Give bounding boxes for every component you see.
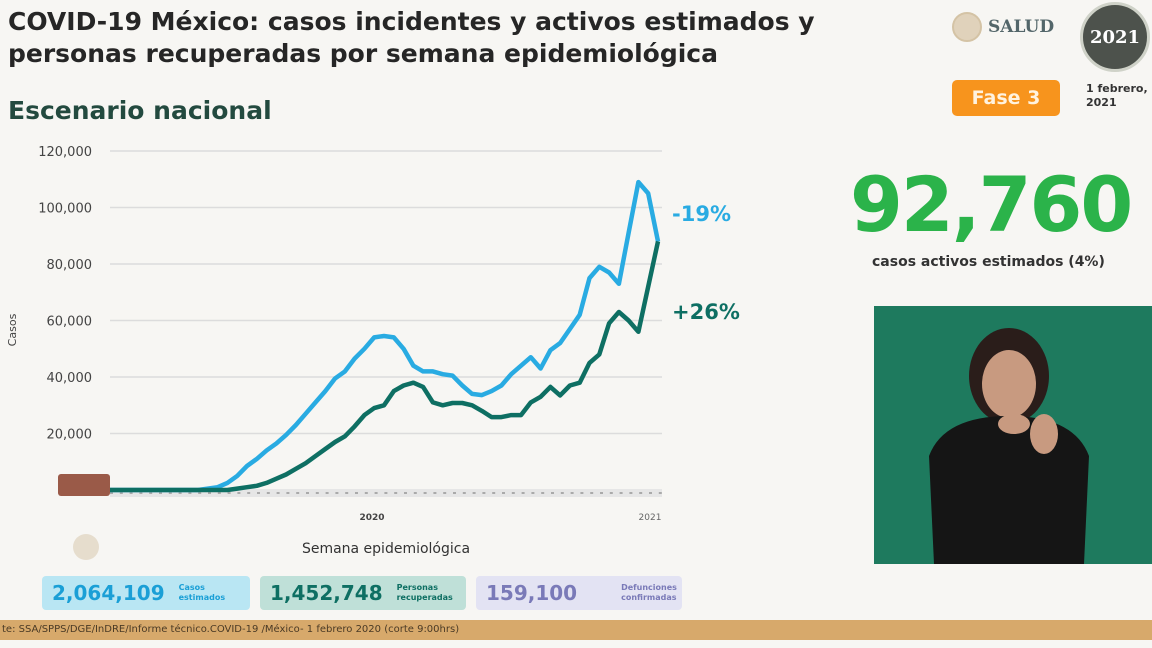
x-tick	[580, 492, 584, 494]
series-line-2	[110, 240, 661, 493]
x-tick	[560, 492, 564, 494]
x-tick	[149, 492, 153, 494]
x-tick	[276, 492, 280, 494]
x-tick	[541, 492, 545, 494]
x-tick	[521, 492, 525, 494]
stat-label: Casos estimados	[178, 583, 226, 602]
x-tick	[658, 492, 662, 494]
x-tick	[443, 492, 447, 494]
x-tick	[325, 492, 329, 494]
series-1-change-label: -19%	[672, 202, 731, 226]
stat-estimated-cases: 2,064,109 Casos estimados	[42, 576, 250, 610]
x-tick	[453, 492, 456, 494]
x-tick	[247, 492, 251, 494]
series-line-1	[110, 179, 661, 493]
x-tick	[462, 492, 466, 494]
x-tick	[384, 492, 388, 494]
x-tick	[531, 492, 535, 494]
x-tick	[639, 492, 643, 494]
x-tick	[345, 492, 349, 494]
x-tick	[364, 492, 368, 494]
x-tick	[296, 492, 300, 494]
report-date: 1 febrero, 2021	[1086, 82, 1148, 109]
x-tick	[119, 492, 123, 494]
y-tick-label: 120,000	[38, 145, 92, 160]
x-tick	[237, 492, 241, 494]
x-tick	[266, 492, 270, 494]
x-tick	[600, 492, 603, 494]
x-tick	[178, 492, 182, 494]
x-tick	[306, 492, 309, 494]
stat-value: 2,064,109	[52, 581, 165, 605]
x-tick	[413, 492, 417, 494]
x-tick	[433, 492, 437, 494]
illustration-icon	[58, 474, 110, 496]
x-tick	[394, 492, 398, 494]
seal-icon	[952, 12, 982, 42]
y-tick-label: 80,000	[47, 258, 93, 273]
interpreter-figure	[929, 328, 1089, 564]
slide-title: COVID-19 México: casos incidentes y acti…	[8, 7, 815, 68]
x-tick	[159, 492, 162, 494]
x-tick	[423, 492, 427, 494]
x-tick	[551, 492, 554, 494]
x-tick	[335, 492, 339, 494]
slide-subtitle: Escenario nacional	[8, 96, 272, 125]
x-tick	[286, 492, 290, 494]
x-tick	[472, 492, 476, 494]
cases-line-chart: 20,000 40,000 60,000 80,000 100,000 120,000 Ca…	[6, 145, 662, 560]
seal-icon	[73, 534, 99, 560]
x-tick	[198, 492, 202, 494]
y-axis-label: Casos	[6, 313, 19, 346]
source-footer: te: SSA/SPPS/DGE/InDRE/Informe técnico.C…	[0, 620, 1152, 640]
stat-deaths: 159,100 Defunciones confirmadas	[476, 576, 682, 610]
y-tick-label: 100,000	[38, 202, 92, 217]
x-year-label: 2020	[359, 513, 384, 523]
y-tick-label: 40,000	[47, 371, 93, 386]
x-year-label: 2021	[639, 513, 662, 523]
x-tick	[355, 492, 358, 494]
phase-badge: Fase 3	[952, 80, 1060, 116]
x-tick	[227, 492, 231, 494]
x-tick	[315, 492, 319, 494]
stat-label: Personas recuperadas	[396, 583, 453, 602]
x-tick	[482, 492, 486, 494]
x-tick	[404, 492, 407, 494]
x-tick	[609, 492, 613, 494]
x-tick	[492, 492, 496, 494]
y-tick-label: 20,000	[47, 428, 93, 443]
x-tick	[590, 492, 594, 494]
sign-language-interpreter-video	[874, 306, 1152, 564]
x-tick	[257, 492, 260, 494]
x-tick	[629, 492, 633, 494]
x-tick	[619, 492, 623, 494]
x-tick	[374, 492, 378, 494]
x-tick	[208, 492, 211, 494]
x-tick	[502, 492, 505, 494]
x-tick	[139, 492, 143, 494]
active-cases-value: 92,760	[850, 160, 1133, 249]
series-2-change-label: +26%	[672, 300, 740, 324]
x-tick	[188, 492, 192, 494]
salud-logo-text: SALUD	[988, 17, 1055, 37]
salud-logo: SALUD	[952, 12, 1054, 42]
year-2021-logo: 2021	[1080, 2, 1150, 72]
stat-recovered: 1,452,748 Personas recuperadas	[260, 576, 466, 610]
stat-value: 159,100	[486, 581, 578, 605]
x-tick	[217, 492, 221, 494]
x-tick	[168, 492, 172, 494]
stat-label: Defunciones confirmadas	[621, 583, 677, 602]
x-axis-label: Semana epidemiológica	[302, 541, 470, 557]
x-tick	[570, 492, 574, 494]
x-tick	[129, 492, 133, 494]
x-tick	[511, 492, 515, 494]
x-tick	[110, 492, 113, 494]
stat-value: 1,452,748	[270, 581, 383, 605]
active-cases-caption: casos activos estimados (4%)	[872, 254, 1105, 270]
y-tick-label: 60,000	[47, 315, 93, 330]
x-tick	[649, 492, 652, 494]
